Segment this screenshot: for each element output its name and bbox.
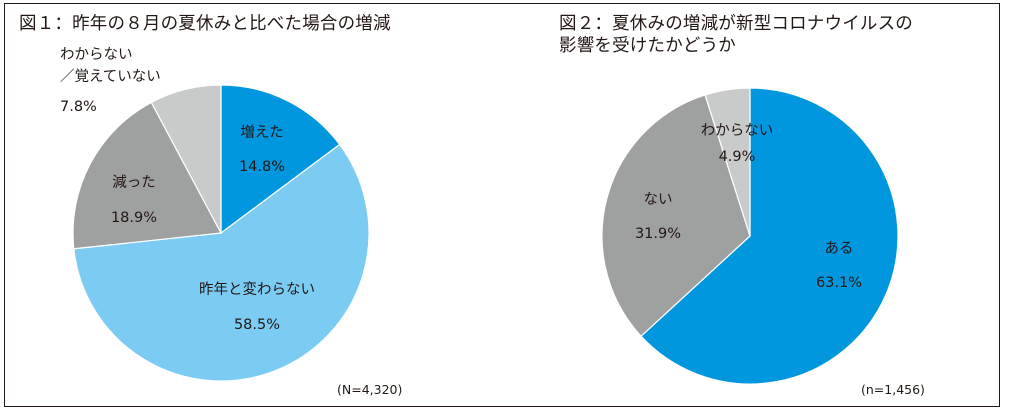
chart2-slice-1-label: ある [825,240,854,257]
chart2-slice-1-value: 63.1% [816,275,862,291]
chart1-slice-3-value: 18.9% [111,210,157,226]
chart1-slice-3-label: 減った [112,174,156,191]
chart2-slice-3-label: わからない [701,122,774,139]
chart2-slice-2-value: 31.9% [635,226,681,242]
chart1-title: 図１：昨年の８月の夏休みと比べた場合の増減 [19,14,391,34]
chart2-title-line-2: 影響を受けたかどうか [559,36,736,56]
chart2-slice-2-label: ない [644,191,673,208]
chart1-pie: 増えた 14.8% 昨年と変わらない 58.5% 減った 18.9% わからない ／覚えていな… [60,46,370,382]
chart2-title: 図２：夏休みの増減が新型コロナウイルスの 影響を受けたかどうか [559,13,913,57]
chart1-slice-4-label-line-2: ／覚えていない [60,68,161,85]
chart1-slice-2-value: 58.5% [234,317,280,333]
chart1-slice-4 [150,84,222,234]
chart2-sample-size: (n=1,456) [861,382,925,397]
chart1-slice-4-value: 7.8% [60,99,97,115]
chart1-slice-1-label: 増えた [240,124,284,141]
chart1-slice-2-label: 昨年と変わらない [199,281,315,298]
chart1-slice-3 [72,101,222,250]
chart1-slice-1 [220,84,341,235]
chart2-slice-3 [704,87,751,237]
chart2-slice-3-value: 4.9% [719,149,756,165]
chart2-slice-1 [640,87,899,385]
chart1-sample-size: (N=4,320) [337,382,403,397]
chart1-slice-2 [73,143,370,382]
chart2-pie: ある 63.1% ない 31.9% わからない 4.9% [601,87,899,385]
chart1-slice-4-label-line-1: わからない [60,46,133,63]
figure-frame: 図１：昨年の８月の夏休みと比べた場合の増減 図２：夏休みの増減が新型コロナウイル… [4,3,1000,407]
chart2-slice-2 [601,94,751,338]
chart1-slice-1-value: 14.8% [239,159,285,175]
chart2-title-line-1: 図２：夏休みの増減が新型コロナウイルスの [559,14,913,34]
